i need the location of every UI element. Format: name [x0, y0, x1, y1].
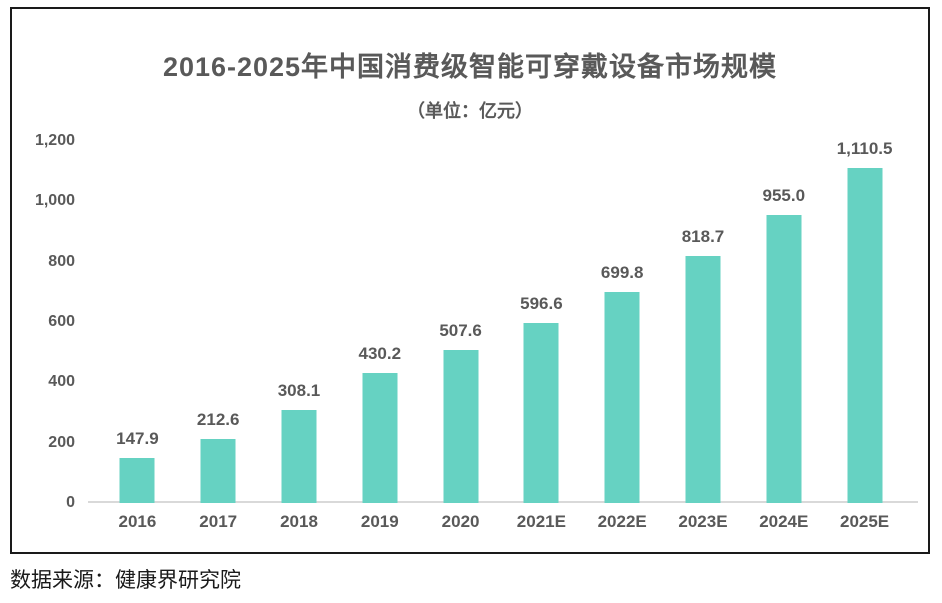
bar-value-label: 212.6	[196, 410, 240, 429]
bar-value-label: 1,110.5	[836, 139, 893, 158]
chart-title: 2016-2025年中国消费级智能可穿戴设备市场规模	[162, 52, 778, 82]
y-axis-tick-label: 1,000	[34, 192, 75, 210]
bar-value-label: 699.8	[600, 263, 644, 282]
y-axis-tick-label: 800	[48, 252, 75, 270]
bar	[685, 256, 721, 503]
bar	[766, 215, 802, 503]
bars-container: 147.9 2016 212.6 2017 308.1 2018 430.2 2019 507.…	[97, 139, 905, 531]
x-axis-category-label: 2021E	[516, 512, 566, 531]
bar-column: 430.2 2019	[339, 141, 420, 531]
bar-value-label: 955.0	[762, 186, 806, 205]
bar	[443, 350, 479, 503]
bar	[119, 458, 155, 503]
bar	[362, 373, 398, 503]
y-axis-tick-label: 200	[48, 433, 75, 451]
bar-value-label: 430.2	[358, 344, 402, 363]
bar-column: 955.0 2024E	[743, 141, 824, 531]
plot-area: 0 200 400 600 800 1,000 1,200 147.9 2016 212.6 20…	[12, 132, 928, 531]
y-axis-tick-label: 600	[48, 313, 75, 330]
bar-column: 699.8 2022E	[582, 141, 663, 531]
bar-value-label: 308.1	[277, 381, 321, 400]
bar-column: 308.1 2018	[259, 141, 340, 531]
bar-column: 507.6 2020	[420, 141, 501, 531]
y-axis-tick-label: 400	[48, 373, 75, 391]
x-axis-line	[88, 501, 918, 503]
bar-value-label: 818.7	[681, 227, 725, 246]
bar-value-label: 507.6	[439, 321, 482, 340]
x-axis-category-label: 2016	[118, 512, 157, 531]
bar-column: 212.6 2017	[178, 141, 259, 531]
bar-value-label: 596.6	[520, 294, 563, 313]
x-axis-category-label: 2025E	[839, 512, 890, 531]
bar	[847, 168, 883, 503]
bar	[523, 323, 559, 503]
chart-frame: 2016-2025年中国消费级智能可穿戴设备市场规模 （单位：亿元） 0 200 4…	[10, 7, 930, 554]
y-axis: 0 200 400 600 800 1,000 1,200	[12, 132, 75, 511]
x-axis-category-label: 2024E	[759, 512, 809, 531]
x-axis-category-label: 2022E	[597, 512, 647, 531]
bar	[200, 439, 236, 503]
chart-subtitle: （单位：亿元）	[407, 101, 533, 121]
x-axis-category-label: 2018	[280, 512, 318, 531]
bar-column: 818.7 2023E	[663, 141, 744, 531]
bar-column: 147.9 2016	[97, 141, 178, 531]
x-axis-category-label: 2023E	[678, 512, 728, 531]
bar	[281, 410, 317, 503]
bar-column: 596.6 2021E	[501, 141, 582, 531]
x-axis-category-label: 2020	[441, 512, 480, 531]
bar-value-label: 147.9	[116, 429, 159, 448]
y-axis-tick-label: 1,200	[34, 132, 75, 149]
x-axis-category-label: 2017	[199, 512, 238, 531]
bar	[604, 292, 640, 503]
x-axis-category-label: 2019	[360, 512, 399, 531]
source-note: 数据来源：健康界研究院	[10, 568, 241, 592]
y-axis-tick-label: 0	[66, 494, 75, 511]
bar-column: 1,110.5 2025E	[824, 139, 905, 531]
